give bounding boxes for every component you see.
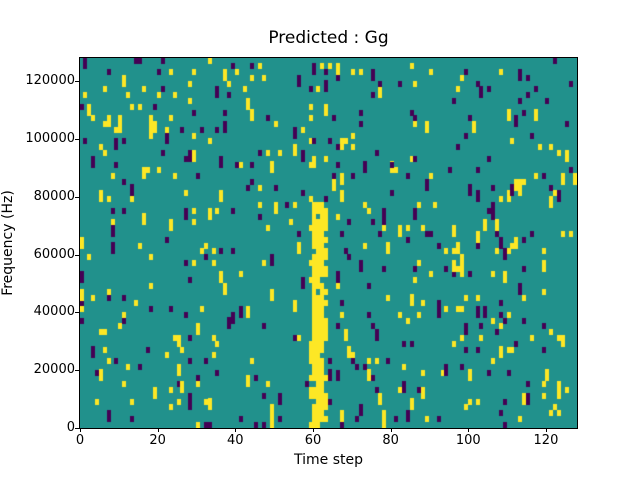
- y-tick-mark: [75, 428, 80, 429]
- x-tick-label: 40: [227, 433, 244, 448]
- y-tick-label: 80000: [33, 188, 75, 204]
- heatmap-canvas: [79, 57, 578, 429]
- x-tick-label: 120: [533, 433, 559, 448]
- y-tick-mark: [75, 254, 80, 256]
- y-axis-label: Frequency (Hz): [0, 190, 16, 296]
- y-tick-label: 0: [66, 420, 75, 435]
- y-tick-mark: [75, 312, 80, 314]
- x-tick-mark: [235, 428, 237, 432]
- x-tick-label: 100: [455, 433, 481, 448]
- y-tick-label: 60000: [33, 246, 75, 262]
- y-tick-label: 40000: [33, 304, 75, 320]
- x-tick-label: 80: [382, 433, 399, 448]
- x-tick-mark: [80, 428, 81, 432]
- y-tick-label: 100000: [25, 130, 75, 146]
- x-tick-label: 0: [75, 433, 85, 448]
- y-tick-mark: [75, 196, 80, 198]
- y-tick-mark: [75, 370, 80, 372]
- x-axis-label: Time step: [294, 452, 363, 468]
- y-tick-mark: [75, 81, 80, 83]
- x-tick-mark: [312, 428, 314, 432]
- y-tick-label: 120000: [25, 73, 75, 89]
- x-tick-mark: [390, 428, 392, 432]
- x-tick-mark: [545, 428, 547, 432]
- y-tick-label: 20000: [33, 362, 75, 378]
- x-tick-label: 60: [304, 433, 322, 448]
- x-tick-label: 20: [149, 433, 166, 448]
- x-tick-mark: [468, 428, 470, 432]
- x-tick-mark: [157, 428, 159, 432]
- y-tick-mark: [75, 138, 80, 140]
- chart-title: Predicted : Gg: [268, 28, 389, 48]
